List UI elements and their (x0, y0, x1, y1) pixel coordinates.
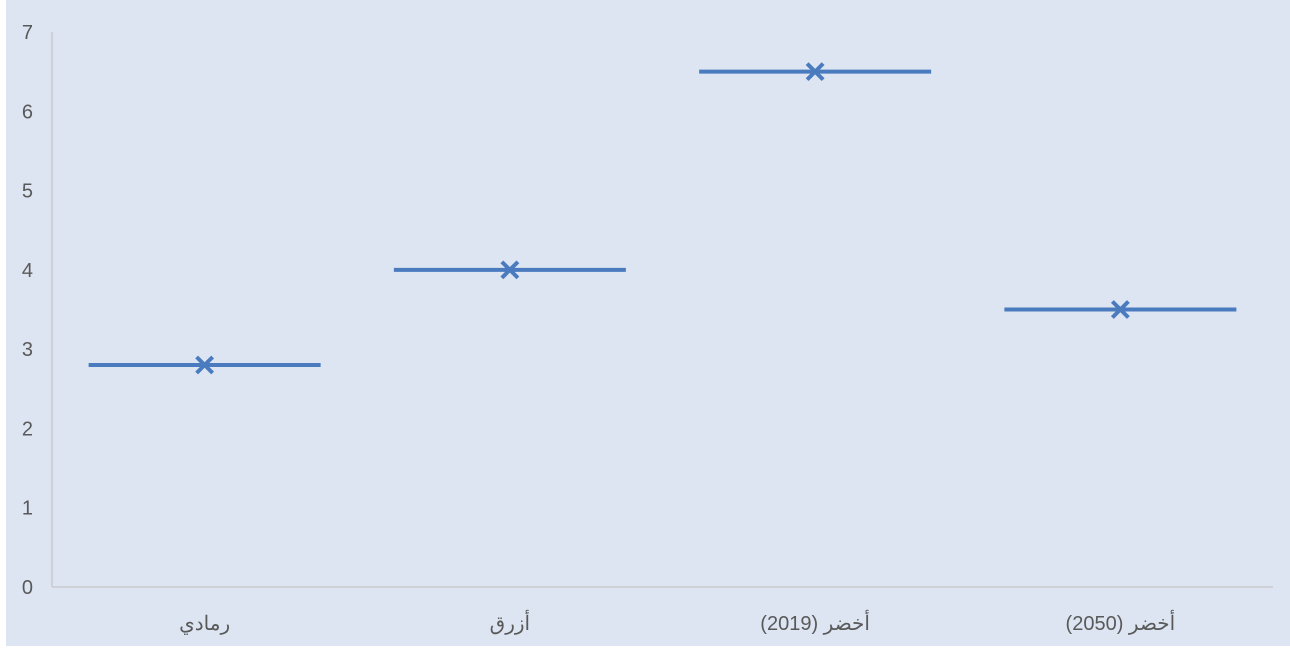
y-tick-label: 2 (22, 418, 33, 440)
y-tick-label: 7 (22, 22, 33, 44)
y-tick-label: 6 (22, 101, 33, 123)
x-tick-label: أزرق (490, 609, 530, 635)
chart-background (6, 0, 1290, 646)
x-tick-label: رمادي (179, 613, 230, 635)
y-tick-label: 4 (22, 260, 33, 282)
y-tick-label: 0 (22, 577, 33, 599)
x-tick-label: أخضر (2019) (760, 609, 870, 635)
y-tick-label: 5 (22, 181, 33, 203)
y-tick-label: 1 (22, 498, 33, 520)
y-tick-label: 3 (22, 339, 33, 361)
x-tick-label: أخضر (2050) (1066, 609, 1176, 635)
